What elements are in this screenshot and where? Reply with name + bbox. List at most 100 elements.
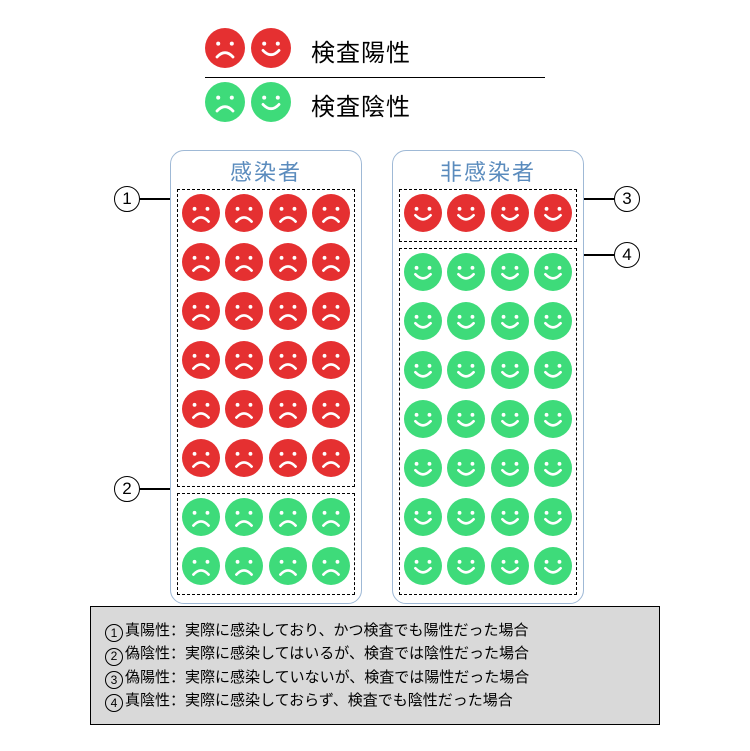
happy-face-icon bbox=[447, 547, 485, 590]
happy-face-icon bbox=[534, 449, 572, 492]
face-grid bbox=[181, 194, 351, 482]
sad-face-icon bbox=[312, 390, 350, 433]
happy-face-icon bbox=[404, 302, 442, 345]
happy-face-icon bbox=[491, 253, 529, 296]
sad-face-icon bbox=[182, 292, 220, 335]
sad-face-icon bbox=[312, 243, 350, 286]
happy-face-icon bbox=[447, 194, 485, 237]
sad-face-icon bbox=[269, 292, 307, 335]
happy-face-icon bbox=[534, 400, 572, 443]
happy-face-icon bbox=[404, 498, 442, 541]
happy-face-icon bbox=[491, 449, 529, 492]
explanation-sep: ： bbox=[170, 642, 185, 665]
face-grid bbox=[403, 253, 573, 590]
callout-1: 1 bbox=[114, 186, 170, 212]
sad-face-icon bbox=[269, 439, 307, 482]
explanation-number: 3 bbox=[105, 671, 123, 689]
explanation-term: 真陽性 bbox=[125, 619, 170, 642]
happy-face-icon bbox=[404, 400, 442, 443]
callout-number: 3 bbox=[614, 186, 640, 212]
group-box bbox=[399, 189, 577, 242]
happy-face-icon bbox=[404, 194, 442, 237]
panel-title: 感染者 bbox=[177, 155, 355, 189]
callout-number: 4 bbox=[614, 242, 640, 268]
sad-face-icon bbox=[225, 194, 263, 237]
happy-face-icon bbox=[491, 351, 529, 394]
callout-number: 2 bbox=[114, 476, 140, 502]
sad-face-icon bbox=[312, 547, 350, 590]
explanation-sep: ： bbox=[170, 689, 185, 712]
happy-face-icon bbox=[534, 351, 572, 394]
explanation-text: 実際に感染しており、かつ検査でも陽性だった場合 bbox=[185, 619, 529, 642]
sad-face-icon bbox=[182, 439, 220, 482]
callout-4: 4 bbox=[584, 242, 640, 268]
callout-number: 1 bbox=[114, 186, 140, 212]
sad-face-icon bbox=[182, 243, 220, 286]
sad-face-icon bbox=[205, 28, 245, 73]
panel-1: 非感染者 bbox=[392, 150, 584, 604]
explanation-term: 偽陰性 bbox=[125, 642, 170, 665]
sad-face-icon bbox=[269, 498, 307, 541]
panel-title: 非感染者 bbox=[399, 155, 577, 189]
explanation-number: 1 bbox=[105, 624, 123, 642]
explanation-sep: ： bbox=[170, 619, 185, 642]
happy-face-icon bbox=[534, 302, 572, 345]
callout-2: 2 bbox=[114, 476, 170, 502]
sad-face-icon bbox=[269, 341, 307, 384]
sad-face-icon bbox=[225, 243, 263, 286]
happy-face-icon bbox=[447, 351, 485, 394]
explanation-sep: ： bbox=[170, 666, 185, 689]
explanation-row: 1 真陽性 ： 実際に感染しており、かつ検査でも陽性だった場合 bbox=[105, 619, 645, 642]
explanation-text: 実際に感染しておらず、検査でも陰性だった場合 bbox=[185, 689, 513, 712]
sad-face-icon bbox=[182, 498, 220, 541]
happy-face-icon bbox=[491, 400, 529, 443]
sad-face-icon bbox=[312, 194, 350, 237]
sad-face-icon bbox=[269, 547, 307, 590]
legend-label: 検査陽性 bbox=[311, 33, 411, 68]
sad-face-icon bbox=[312, 439, 350, 482]
sad-face-icon bbox=[269, 243, 307, 286]
sad-face-icon bbox=[312, 341, 350, 384]
face-grid bbox=[403, 194, 573, 237]
happy-face-icon bbox=[491, 498, 529, 541]
callout-line bbox=[584, 198, 614, 200]
happy-face-icon bbox=[491, 302, 529, 345]
happy-face-icon bbox=[447, 302, 485, 345]
happy-face-icon bbox=[534, 547, 572, 590]
callout-line bbox=[140, 488, 170, 490]
group-box bbox=[177, 493, 355, 595]
happy-face-icon bbox=[251, 82, 291, 127]
sad-face-icon bbox=[269, 194, 307, 237]
legend: 検査陽性 検査陰性 bbox=[205, 26, 545, 129]
sad-face-icon bbox=[225, 498, 263, 541]
happy-face-icon bbox=[534, 253, 572, 296]
sad-face-icon bbox=[182, 194, 220, 237]
sad-face-icon bbox=[182, 341, 220, 384]
sad-face-icon bbox=[225, 390, 263, 433]
sad-face-icon bbox=[205, 82, 245, 127]
explanation-term: 真陰性 bbox=[125, 689, 170, 712]
face-grid bbox=[181, 498, 351, 590]
explanation-row: 3 偽陽性 ： 実際に感染していないが、検査では陽性だった場合 bbox=[105, 666, 645, 689]
callout-line bbox=[584, 254, 614, 256]
panels: 感染者 bbox=[170, 150, 584, 604]
legend-row: 検査陰性 bbox=[205, 80, 545, 129]
sad-face-icon bbox=[182, 547, 220, 590]
happy-face-icon bbox=[447, 400, 485, 443]
sad-face-icon bbox=[182, 390, 220, 433]
legend-label: 検査陰性 bbox=[311, 87, 411, 122]
happy-face-icon bbox=[491, 547, 529, 590]
explanation-box: 1 真陽性 ： 実際に感染しており、かつ検査でも陽性だった場合 2 偽陰性 ： … bbox=[90, 606, 660, 725]
sad-face-icon bbox=[269, 390, 307, 433]
explanation-term: 偽陽性 bbox=[125, 666, 170, 689]
sad-face-icon bbox=[225, 439, 263, 482]
happy-face-icon bbox=[534, 498, 572, 541]
happy-face-icon bbox=[447, 449, 485, 492]
happy-face-icon bbox=[534, 194, 572, 237]
explanation-number: 4 bbox=[105, 694, 123, 712]
sad-face-icon bbox=[225, 292, 263, 335]
legend-divider bbox=[205, 77, 545, 78]
happy-face-icon bbox=[251, 28, 291, 73]
callout-3: 3 bbox=[584, 186, 640, 212]
group-box bbox=[177, 189, 355, 487]
